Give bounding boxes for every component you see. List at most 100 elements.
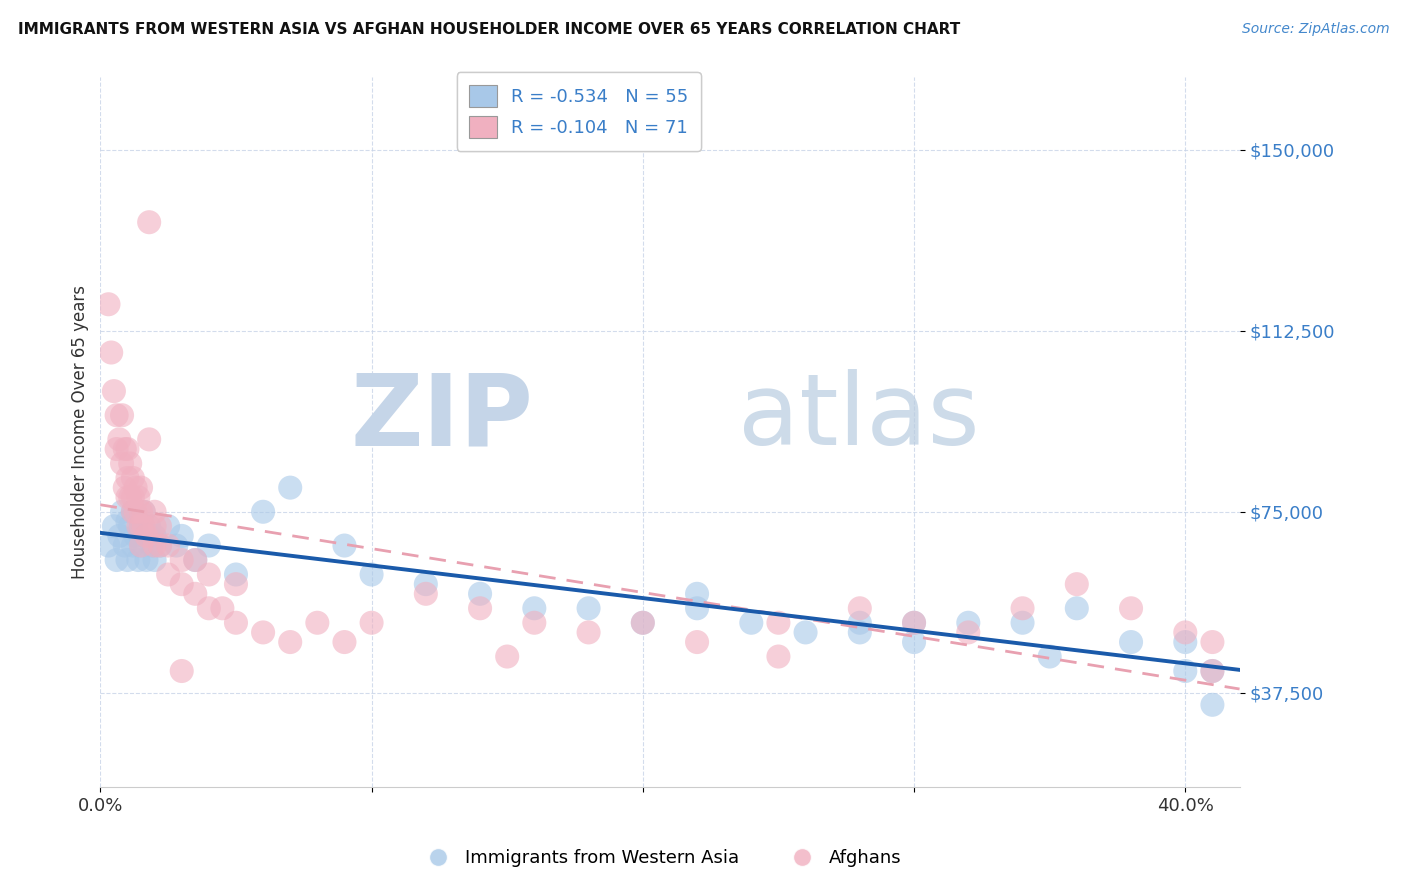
Point [184, 553, 207, 567]
Text: IMMIGRANTS FROM WESTERN ASIA VS AFGHAN HOUSEHOLDER INCOME OVER 65 YEARS CORRELAT: IMMIGRANTS FROM WESTERN ASIA VS AFGHAN H… [18, 22, 960, 37]
Point [117, 490, 139, 504]
Point [138, 433, 160, 447]
Point [794, 625, 817, 640]
Point [631, 615, 654, 630]
Point [114, 442, 136, 456]
Point [165, 539, 187, 553]
Point [170, 664, 193, 678]
Point [198, 539, 221, 553]
Point [1201, 698, 1223, 712]
Point [1039, 649, 1062, 664]
Point [768, 615, 790, 630]
Point [1066, 601, 1088, 615]
Point [135, 553, 157, 567]
Point [1174, 635, 1197, 649]
Point [111, 409, 134, 423]
Point [849, 615, 872, 630]
Point [1011, 601, 1033, 615]
Point [252, 505, 274, 519]
Point [415, 577, 437, 591]
Point [138, 529, 160, 543]
Point [903, 615, 925, 630]
Point [124, 481, 146, 495]
Point [360, 567, 382, 582]
Point [278, 635, 301, 649]
Point [957, 625, 980, 640]
Point [157, 539, 180, 553]
Point [149, 539, 172, 553]
Text: Source: ZipAtlas.com: Source: ZipAtlas.com [1241, 22, 1389, 37]
Point [768, 649, 790, 664]
Point [105, 409, 128, 423]
Point [631, 615, 654, 630]
Point [127, 490, 149, 504]
Point [97, 297, 120, 311]
Point [105, 553, 128, 567]
Point [211, 601, 233, 615]
Point [143, 539, 166, 553]
Point [849, 601, 872, 615]
Point [184, 587, 207, 601]
Point [141, 539, 163, 553]
Point [157, 519, 180, 533]
Point [120, 457, 142, 471]
Point [360, 615, 382, 630]
Y-axis label: Householder Income Over 65 years: Householder Income Over 65 years [72, 285, 89, 579]
Point [1201, 635, 1223, 649]
Point [122, 505, 145, 519]
Point [100, 345, 122, 359]
Point [740, 615, 762, 630]
Point [252, 625, 274, 640]
Point [157, 567, 180, 582]
Point [225, 615, 247, 630]
Point [957, 615, 980, 630]
Text: atlas: atlas [738, 369, 980, 467]
Point [578, 625, 600, 640]
Point [686, 587, 709, 601]
Point [143, 519, 166, 533]
Point [903, 635, 925, 649]
Point [129, 519, 152, 533]
Point [143, 553, 166, 567]
Text: ZIP: ZIP [350, 369, 533, 467]
Point [468, 587, 491, 601]
Point [198, 567, 221, 582]
Point [1174, 664, 1197, 678]
Point [108, 433, 131, 447]
Point [132, 519, 155, 533]
Point [184, 553, 207, 567]
Point [578, 601, 600, 615]
Point [170, 529, 193, 543]
Point [132, 505, 155, 519]
Point [138, 215, 160, 229]
Point [127, 553, 149, 567]
Point [122, 539, 145, 553]
Point [111, 505, 134, 519]
Point [117, 553, 139, 567]
Point [129, 481, 152, 495]
Point [135, 529, 157, 543]
Point [111, 457, 134, 471]
Point [225, 577, 247, 591]
Point [143, 505, 166, 519]
Point [170, 577, 193, 591]
Point [114, 481, 136, 495]
Point [129, 505, 152, 519]
Point [105, 442, 128, 456]
Point [1174, 625, 1197, 640]
Point [122, 505, 145, 519]
Point [108, 529, 131, 543]
Point [198, 601, 221, 615]
Point [120, 519, 142, 533]
Point [120, 490, 142, 504]
Point [129, 539, 152, 553]
Point [523, 601, 546, 615]
Point [132, 505, 155, 519]
Point [225, 567, 247, 582]
Point [149, 519, 172, 533]
Point [122, 490, 145, 504]
Point [468, 601, 491, 615]
Point [124, 505, 146, 519]
Point [114, 539, 136, 553]
Point [143, 529, 166, 543]
